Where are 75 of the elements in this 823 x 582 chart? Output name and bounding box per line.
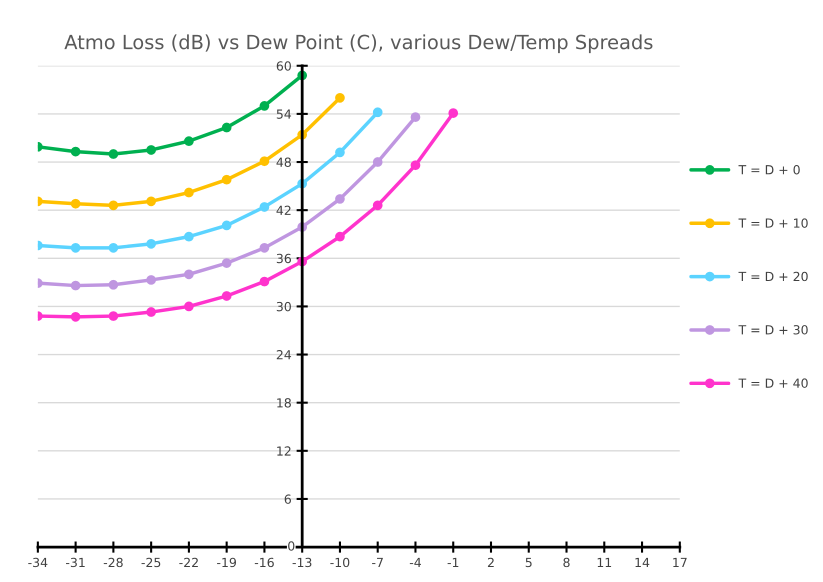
point bbox=[70, 243, 80, 253]
y-tick-label: 42 bbox=[276, 206, 291, 215]
x-tick-label: -1 bbox=[448, 558, 458, 567]
point bbox=[222, 122, 232, 132]
y-tick-label: 60 bbox=[276, 61, 291, 71]
point bbox=[335, 92, 345, 103]
legend-label: T = D + 20 bbox=[738, 272, 808, 282]
point bbox=[222, 258, 232, 268]
point bbox=[184, 302, 194, 312]
point bbox=[70, 312, 80, 322]
point bbox=[70, 198, 80, 209]
point bbox=[184, 269, 194, 280]
point bbox=[260, 101, 270, 111]
x-tick-label: 8 bbox=[563, 558, 570, 568]
x-tick-label: -34 bbox=[28, 558, 48, 568]
point bbox=[260, 276, 270, 286]
point bbox=[146, 196, 156, 206]
legend-label: T = D + 40 bbox=[738, 378, 808, 388]
point bbox=[222, 220, 232, 230]
point bbox=[184, 136, 194, 146]
x-tick-label: -28 bbox=[104, 558, 123, 568]
point bbox=[146, 145, 156, 155]
x-tick-label: 11 bbox=[598, 558, 612, 567]
x-tick-label: -13 bbox=[292, 558, 312, 568]
point bbox=[335, 232, 345, 242]
point bbox=[260, 156, 270, 166]
y-tick-label: 30 bbox=[276, 302, 291, 312]
chart-title: Atmo Loss (dB) vs Dew Point (C), various Dew/Temp Spreads bbox=[64, 34, 652, 54]
point bbox=[108, 200, 118, 210]
point bbox=[222, 291, 232, 301]
x-tick-label: -10 bbox=[330, 558, 350, 568]
point bbox=[335, 194, 345, 204]
point bbox=[410, 112, 420, 122]
x-tick-label: 14 bbox=[635, 558, 650, 567]
point bbox=[108, 243, 118, 253]
legend-label: T = D + 0 bbox=[738, 165, 800, 174]
x-tick-label: -4 bbox=[410, 558, 421, 567]
point bbox=[222, 174, 232, 185]
x-tick-label: -22 bbox=[179, 558, 198, 567]
point bbox=[260, 243, 270, 253]
x-tick-label: -16 bbox=[254, 558, 274, 568]
y-tick-label: 12 bbox=[277, 446, 291, 456]
point bbox=[335, 148, 345, 158]
point bbox=[448, 108, 458, 118]
point bbox=[108, 311, 118, 321]
y-tick-label: 24 bbox=[276, 350, 292, 360]
point bbox=[70, 280, 80, 290]
point bbox=[108, 280, 118, 290]
point bbox=[146, 238, 156, 249]
x-tick-label: -7 bbox=[372, 558, 383, 567]
y-tick-label: 36 bbox=[276, 254, 291, 264]
point bbox=[372, 200, 383, 210]
point bbox=[372, 107, 383, 118]
x-tick-label: 5 bbox=[526, 558, 532, 568]
y-tick-label: 6 bbox=[284, 494, 291, 504]
x-tick-label: -25 bbox=[142, 558, 160, 568]
point bbox=[146, 275, 156, 285]
x-tick-label: -19 bbox=[217, 558, 236, 568]
x-tick-label: 17 bbox=[673, 558, 687, 567]
y-tick-label: 18 bbox=[277, 398, 291, 408]
x-tick-label: -31 bbox=[66, 558, 85, 568]
point bbox=[108, 149, 118, 159]
y-tick-label: 48 bbox=[276, 158, 291, 167]
legend-label: T = D + 30 bbox=[738, 325, 808, 335]
point bbox=[372, 157, 383, 167]
point bbox=[410, 160, 420, 170]
point bbox=[184, 188, 194, 198]
point bbox=[146, 307, 156, 317]
x-tick-label: 2 bbox=[488, 558, 494, 567]
point bbox=[70, 146, 80, 156]
point bbox=[260, 202, 270, 212]
point bbox=[184, 232, 194, 242]
y-tick-label: 0 bbox=[288, 541, 294, 551]
y-tick-label: 54 bbox=[276, 110, 292, 119]
legend-label: T = D + 10 bbox=[738, 218, 808, 228]
